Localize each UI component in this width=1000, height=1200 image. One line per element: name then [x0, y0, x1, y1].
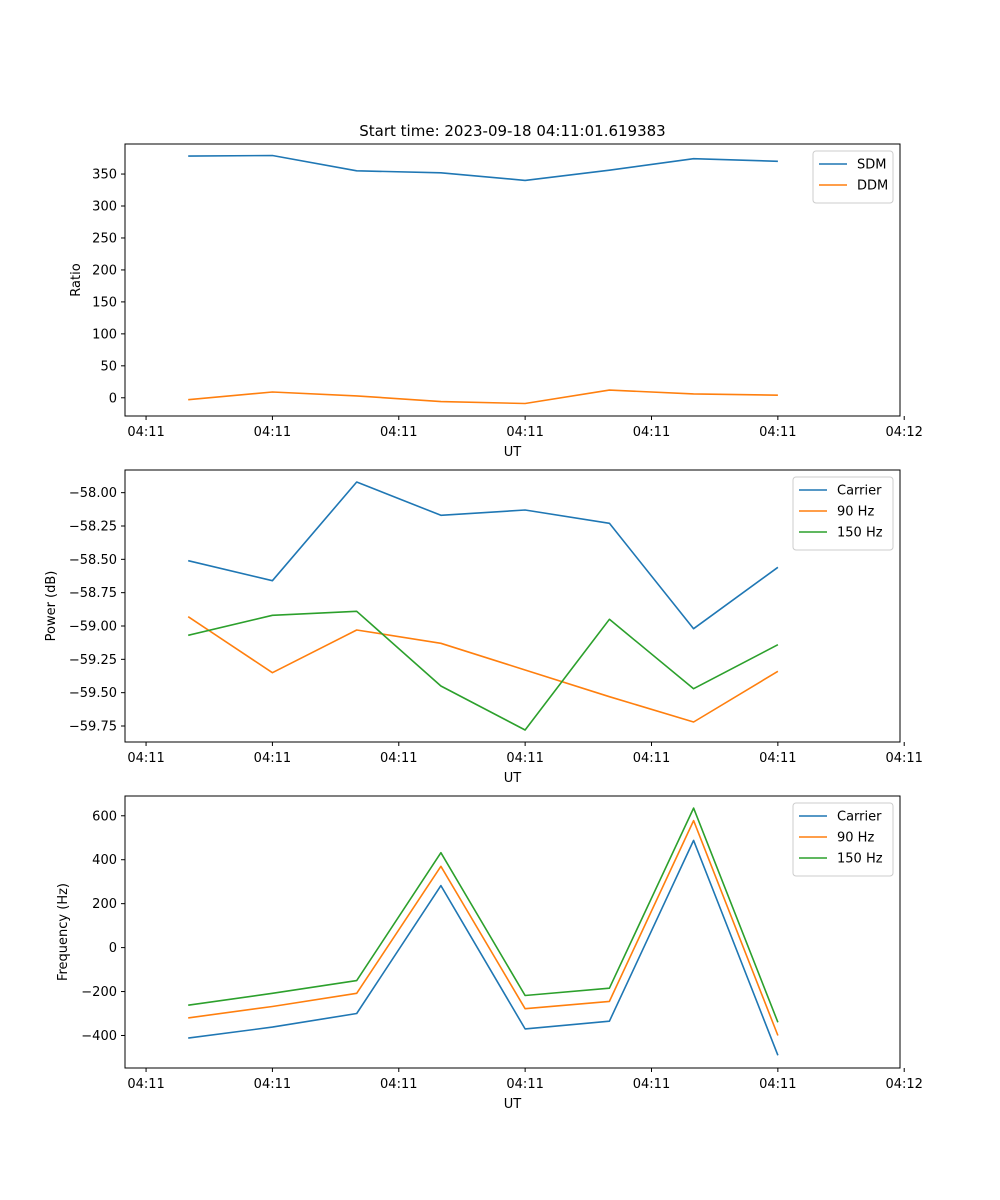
x-tick-label: 04:11	[633, 425, 670, 440]
legend: Carrier 90 Hz 150 Hz	[792, 476, 894, 551]
y-tick-label: −59.75	[69, 720, 117, 735]
legend-label: 150 Hz	[837, 852, 883, 867]
axes-frame	[124, 143, 901, 417]
x-tick-label: 04:11	[127, 751, 164, 766]
y-tick-label: 600	[92, 809, 117, 824]
y-tick-label: −59.25	[69, 653, 117, 668]
x-tick-label: 04:11	[633, 751, 670, 766]
y-tick-label: −58.50	[69, 553, 117, 568]
series-line-90-hz	[187, 616, 779, 723]
chart-panel-3: 04:11 04:11 04:11 04:11 04:11 04:11 04:12 −400 −…	[56, 795, 923, 1112]
y-axis-label: Frequency (Hz)	[56, 883, 71, 981]
series-line-150-hz	[188, 610, 779, 731]
y-tick-label: 350	[92, 168, 117, 183]
y-tick-label: 100	[92, 327, 117, 342]
x-axis-label: UT	[504, 1097, 522, 1112]
y-tick-label: −58.75	[69, 586, 117, 601]
legend-label: SDM	[857, 158, 886, 173]
x-tick-label: 04:11	[885, 751, 922, 766]
series-line-carrier	[188, 839, 779, 1056]
x-tick-label: 04:11	[506, 751, 543, 766]
y-tick-label: −200	[81, 985, 117, 1000]
x-axis-label: UT	[504, 445, 522, 460]
chart-panel-2: 04:11 04:11 04:11 04:11 04:11 04:11 04:11 −59.7…	[44, 469, 923, 786]
legend-label: Carrier	[837, 810, 882, 825]
y-tick-label: −59.00	[69, 620, 117, 635]
legend-label: 90 Hz	[837, 831, 874, 846]
y-tick-label: −400	[81, 1029, 117, 1044]
x-tick-label: 04:11	[127, 425, 164, 440]
x-tick-label: 04:11	[380, 425, 417, 440]
y-tick-label: 250	[92, 231, 117, 246]
legend-label: Carrier	[837, 484, 882, 499]
legend-label: 150 Hz	[837, 526, 883, 541]
x-tick-label: 04:11	[506, 1077, 543, 1092]
x-tick-label: 04:11	[633, 1077, 670, 1092]
y-tick-label: 300	[92, 200, 117, 215]
y-tick-label: 150	[92, 295, 117, 310]
legend-label: 90 Hz	[837, 505, 874, 520]
series-line-ddm	[188, 389, 778, 405]
y-tick-label: −58.00	[69, 486, 117, 501]
legend: Carrier 90 Hz 150 Hz	[792, 802, 894, 877]
x-tick-label: 04:11	[506, 425, 543, 440]
axes-frame	[124, 795, 901, 1069]
legend: SDM DDM	[812, 150, 894, 204]
y-tick-label: 0	[109, 391, 117, 406]
x-tick-label: 04:12	[885, 1077, 922, 1092]
y-tick-label: −59.50	[69, 686, 117, 701]
series-line-sdm	[188, 154, 778, 182]
y-tick-label: 0	[109, 941, 117, 956]
y-axis-label: Power (dB)	[44, 571, 59, 642]
x-tick-label: 04:12	[885, 425, 922, 440]
x-axis-label: UT	[504, 771, 522, 786]
x-tick-label: 04:11	[254, 1077, 291, 1092]
x-tick-label: 04:11	[254, 751, 291, 766]
x-tick-label: 04:11	[380, 751, 417, 766]
legend-label: DDM	[857, 179, 888, 194]
x-tick-label: 04:11	[759, 425, 796, 440]
y-tick-label: 400	[92, 853, 117, 868]
y-tick-label: 50	[100, 359, 117, 374]
x-tick-label: 04:11	[254, 425, 291, 440]
y-axis-label: Ratio	[69, 263, 84, 296]
chart-panel-1: Start time: 2023-09-18 04:11:01.619383 04…	[69, 122, 923, 460]
series-line-carrier	[188, 481, 779, 630]
y-tick-label: 200	[92, 263, 117, 278]
x-tick-label: 04:11	[127, 1077, 164, 1092]
x-tick-label: 04:11	[380, 1077, 417, 1092]
chart-title: Start time: 2023-09-18 04:11:01.619383	[359, 122, 665, 140]
axes-frame	[124, 469, 901, 743]
y-tick-label: 200	[92, 897, 117, 912]
x-tick-label: 04:11	[759, 1077, 796, 1092]
y-tick-label: −58.25	[69, 520, 117, 535]
series-line-150-hz	[188, 807, 779, 1023]
x-tick-label: 04:11	[759, 751, 796, 766]
series-line-90-hz	[188, 819, 779, 1036]
